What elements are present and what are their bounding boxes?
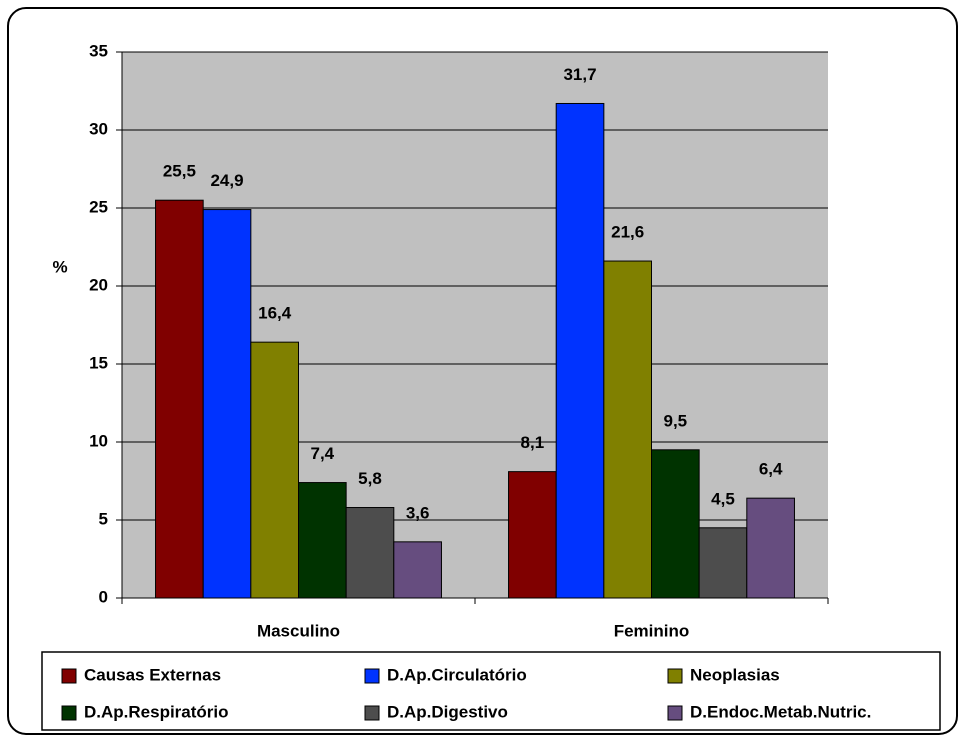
value-label: 8,1 (521, 433, 545, 452)
bar (393, 541, 442, 599)
bar (345, 507, 395, 599)
x-tick-label: Feminino (614, 621, 690, 640)
y-tick-label: 15 (89, 353, 108, 372)
legend-swatch (61, 668, 77, 684)
y-tick-label: 20 (89, 275, 108, 294)
bar (250, 341, 299, 599)
value-label: 21,6 (611, 223, 644, 242)
x-tick-label: Masculino (257, 621, 340, 640)
legend (41, 651, 941, 731)
bar (202, 209, 252, 599)
y-tick-label: 5 (99, 509, 108, 528)
legend-label: Neoplasias (690, 665, 780, 684)
value-label: 5,8 (358, 469, 382, 488)
bar (298, 482, 347, 599)
y-tick-label: 10 (89, 431, 108, 450)
value-label: 9,5 (664, 411, 688, 430)
legend-swatch (364, 668, 380, 684)
y-tick-label: 30 (89, 119, 108, 138)
y-tick-label: 25 (89, 197, 108, 216)
y-tick-label: 0 (99, 587, 108, 606)
legend-label: D.Ap.Circulatório (387, 665, 527, 684)
legend-label: D.Endoc.Metab.Nutric. (690, 702, 871, 721)
legend-swatch (61, 705, 77, 721)
bar (698, 527, 748, 599)
bar (508, 471, 557, 599)
legend-label: D.Ap.Respiratório (84, 702, 229, 721)
y-axis-label: % (52, 257, 67, 276)
bar (155, 199, 204, 599)
legend-swatch (667, 668, 683, 684)
bar (603, 260, 652, 599)
bar (555, 102, 605, 599)
value-label: 6,4 (759, 460, 783, 479)
legend-label: Causas Externas (84, 665, 221, 684)
value-label: 24,9 (210, 171, 243, 190)
legend-swatch (667, 705, 683, 721)
value-label: 7,4 (311, 444, 335, 463)
y-tick-label: 35 (89, 41, 108, 60)
value-label: 3,6 (406, 503, 430, 522)
value-label: 4,5 (711, 489, 735, 508)
bar (651, 449, 700, 599)
value-label: 16,4 (258, 304, 292, 323)
legend-label: D.Ap.Digestivo (387, 702, 508, 721)
bar (746, 497, 795, 599)
value-label: 25,5 (163, 162, 196, 181)
legend-swatch (364, 705, 380, 721)
value-label: 31,7 (563, 65, 596, 84)
